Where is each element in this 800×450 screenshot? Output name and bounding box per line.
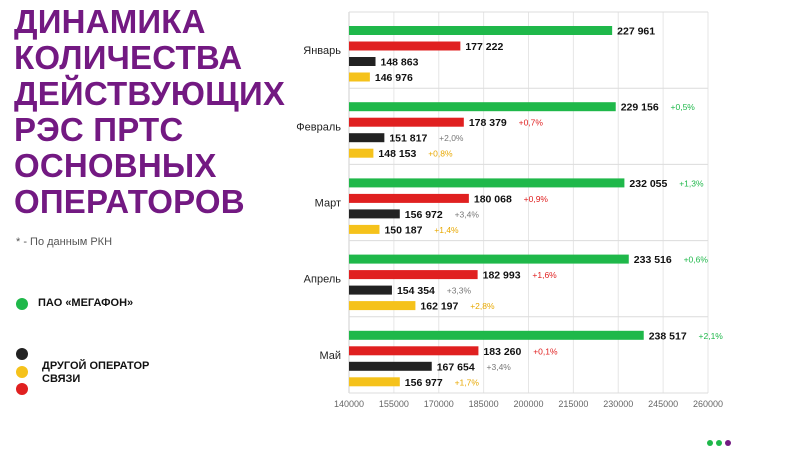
data-label: 156 972: [405, 209, 443, 221]
bar: [349, 361, 432, 371]
bar: [349, 377, 400, 387]
category-label: Май: [319, 350, 341, 362]
bar: [349, 270, 478, 280]
change-label: +1,3%: [679, 178, 704, 188]
data-label: 167 654: [437, 361, 475, 373]
data-label: 180 068: [474, 193, 512, 205]
legend-dot-black: [16, 348, 28, 360]
title-line: ДЕЙСТВУЮЩИХ: [14, 75, 286, 112]
legend-label: ДРУГОЙ ОПЕРАТОР СВЯЗИ: [42, 360, 150, 385]
bar: [349, 26, 613, 35]
change-label: +2,8%: [470, 301, 495, 311]
legend-item-other-operator: [16, 348, 28, 360]
data-label: 154 354: [397, 285, 435, 297]
bar: [349, 133, 385, 143]
data-label: 238 517: [649, 330, 687, 342]
bar: [349, 254, 629, 264]
change-label: +0,7%: [519, 118, 544, 128]
category-label: Февраль: [296, 121, 341, 133]
change-label: +3,4%: [487, 362, 512, 372]
bar: [349, 57, 376, 66]
bar: [349, 301, 416, 311]
category-label: Апрель: [304, 274, 342, 286]
brand-dot: [725, 440, 731, 446]
x-tick-label: 215000: [558, 399, 588, 409]
legend-item-yellow: [16, 366, 28, 378]
change-label: +0,9%: [524, 194, 549, 204]
data-label: 233 516: [634, 254, 672, 266]
bar: [349, 148, 374, 158]
data-label: 156 977: [405, 377, 443, 389]
change-label: +0,6%: [684, 255, 709, 265]
bar: [349, 346, 479, 356]
legend-dot-yellow: [16, 366, 28, 378]
legend-dot-green: [16, 297, 28, 310]
data-label: 232 055: [629, 178, 667, 190]
change-label: +1,4%: [434, 225, 459, 235]
bar: [349, 178, 625, 188]
change-label: +3,3%: [447, 286, 472, 296]
data-label: 151 817: [389, 133, 427, 145]
title-line: ОПЕРАТОРОВ: [14, 183, 245, 220]
title-line: КОЛИЧЕСТВА: [14, 39, 243, 76]
change-label: +1,7%: [455, 377, 480, 387]
bar: [349, 102, 616, 112]
change-label: +3,4%: [455, 209, 480, 219]
data-label: 177 222: [465, 41, 503, 53]
data-label: 182 993: [483, 270, 521, 282]
legend-item-megafon: ПАО «МЕГАФОН»: [16, 297, 158, 310]
change-label: +0,8%: [428, 149, 453, 159]
bar: [349, 330, 644, 340]
change-label: +2,0%: [439, 133, 464, 143]
change-label: +0,1%: [533, 346, 558, 356]
category-label: Январь: [303, 45, 341, 57]
change-label: +2,1%: [699, 331, 724, 341]
data-label: 227 961: [617, 26, 655, 38]
data-label: 183 260: [483, 346, 521, 358]
brand-dot: [716, 440, 722, 446]
title-line: ОСНОВНЫХ: [14, 147, 217, 184]
legend-dot-red: [16, 383, 28, 395]
bar: [349, 224, 380, 234]
bar: [349, 72, 370, 82]
data-label: 162 197: [420, 301, 458, 313]
legend-label-other-operator: ДРУГОЙ ОПЕРАТОР СВЯЗИ: [42, 360, 162, 386]
x-tick-label: 200000: [513, 399, 543, 409]
bar: [349, 41, 461, 51]
change-label: +0,5%: [671, 102, 696, 112]
page-title: ДИНАМИКА КОЛИЧЕСТВА ДЕЙСТВУЮЩИХ РЭС ПРТС…: [14, 4, 304, 220]
brand-dots: [707, 440, 731, 446]
x-tick-label: 230000: [603, 399, 633, 409]
x-tick-label: 185000: [469, 399, 499, 409]
bar: [349, 209, 400, 219]
brand-dot: [707, 440, 713, 446]
x-tick-label: 155000: [379, 399, 409, 409]
data-label: 148 863: [381, 57, 419, 69]
x-tick-label: 170000: [424, 399, 454, 409]
x-tick-label: 140000: [334, 399, 364, 409]
bar: [349, 193, 469, 203]
data-label: 150 187: [384, 224, 422, 236]
data-label: 229 156: [621, 102, 659, 114]
change-label: +1,6%: [532, 270, 557, 280]
data-label: 178 379: [469, 117, 507, 129]
data-label: 148 153: [378, 148, 416, 160]
legend-item-red: [16, 383, 28, 395]
x-tick-label: 260000: [693, 399, 723, 409]
title-line: РЭС ПРТС: [14, 111, 184, 148]
legend-label: ПАО «МЕГАФОН»: [38, 297, 134, 309]
data-label: 146 976: [375, 72, 413, 84]
x-tick-label: 245000: [648, 399, 678, 409]
category-label: Март: [315, 198, 341, 210]
footnote: * - По данным РКН: [16, 236, 113, 248]
bar: [349, 117, 464, 127]
bar: [349, 285, 392, 295]
title-line: ДИНАМИКА: [14, 3, 206, 40]
